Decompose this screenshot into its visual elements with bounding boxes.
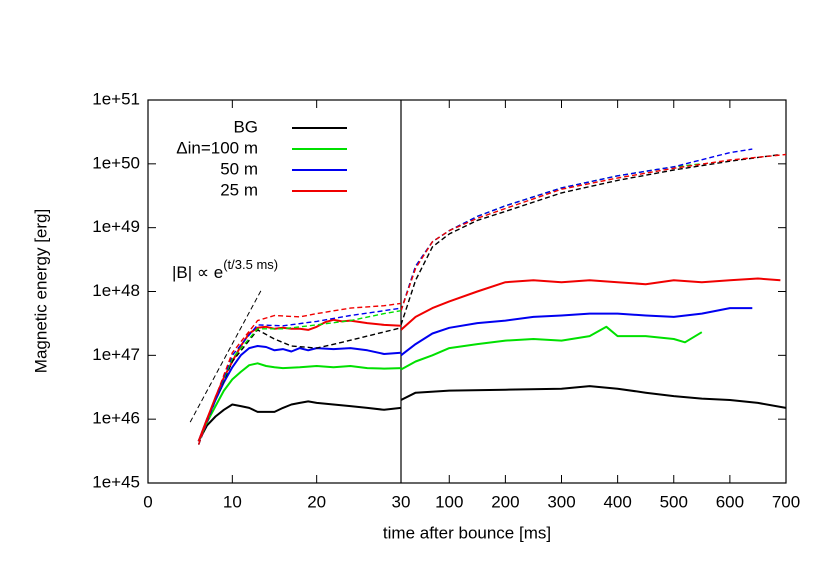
dashed-line [197, 310, 401, 445]
y-tick-label: 1e+50 [92, 153, 140, 172]
annotation-text: |B| ∝ e [172, 263, 223, 282]
dashed-line [401, 153, 786, 311]
dashed-line [197, 307, 401, 445]
dashed-line [197, 327, 401, 445]
y-tick-label: 1e+48 [92, 281, 140, 300]
x-tick-label: 0 [143, 492, 152, 511]
legend-label: 25 m [220, 180, 258, 199]
plot-lines [401, 148, 786, 409]
dashed-line [401, 163, 702, 311]
y-tick-label: 1e+51 [92, 89, 140, 108]
line [197, 318, 401, 442]
y-tick-label: 1e+45 [92, 472, 140, 491]
y-tick-label: 1e+47 [92, 345, 140, 364]
line [401, 325, 703, 371]
annotation: |B| ∝ e(t/3.5 ms) [172, 257, 278, 282]
line [197, 362, 401, 442]
x-tick-label: 20 [307, 492, 326, 511]
x-tick-label: 300 [547, 492, 575, 511]
line [401, 385, 786, 409]
x-axis-label: time after bounce [ms] [383, 523, 551, 542]
y-tick-label: 1e+46 [92, 409, 140, 428]
x-tick-label: 100 [435, 492, 463, 511]
fit-line [189, 288, 263, 423]
x-tick-label: 400 [603, 492, 631, 511]
line [401, 277, 781, 331]
y-tick-label: 1e+49 [92, 217, 140, 236]
legend-label: Δin=100 m [176, 138, 258, 157]
x-tick-label: 10 [223, 492, 242, 511]
line [197, 400, 401, 442]
dashed-line [197, 302, 401, 445]
plot-lines [189, 288, 401, 445]
dashed-line [401, 148, 753, 311]
line [401, 307, 753, 357]
legend-label: BG [233, 117, 258, 136]
x-tick-label: 700 [772, 492, 800, 511]
x-tick-label: 30 [392, 492, 411, 511]
line [197, 345, 401, 442]
x-tick-label: 600 [716, 492, 744, 511]
legend-label: 50 m [220, 159, 258, 178]
y-axis-label: Magnetic energy [erg] [31, 209, 50, 373]
annotation-superscript: (t/3.5 ms) [223, 257, 278, 272]
x-tick-label: 500 [660, 492, 688, 511]
x-tick-label: 200 [491, 492, 519, 511]
